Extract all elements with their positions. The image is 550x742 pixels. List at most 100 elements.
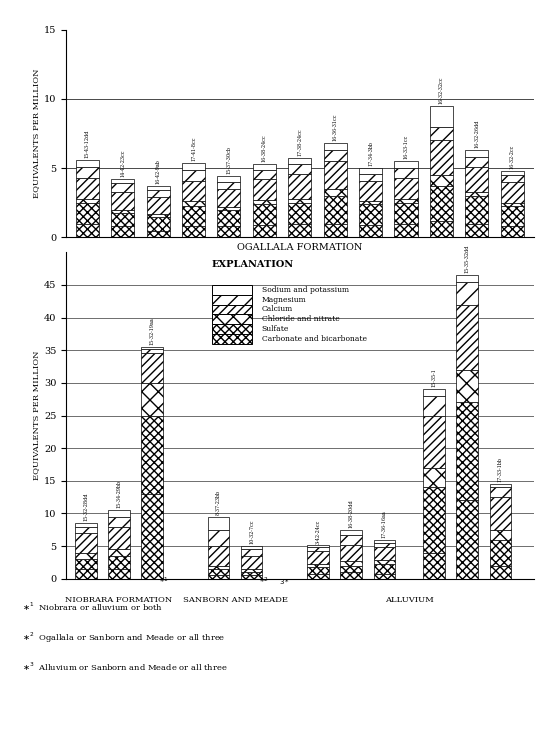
Bar (394, 199, 417, 203)
Text: EXPLANATION: EXPLANATION (212, 260, 294, 269)
Bar (241, 572, 262, 576)
Text: 16-38-20dd: 16-38-20dd (349, 499, 354, 528)
Text: $*^2$: $*^2$ (258, 578, 268, 586)
Text: 3-42-24cc: 3-42-24cc (316, 519, 321, 543)
Text: Sodium and potassium: Sodium and potassium (262, 286, 349, 294)
Text: $\ast^1$  Niobrara or alluvium or both: $\ast^1$ Niobrara or alluvium or both (22, 601, 163, 614)
Bar (424, 467, 445, 487)
Bar (307, 548, 329, 551)
Bar (500, 206, 524, 226)
Bar (108, 527, 130, 549)
Bar (212, 295, 252, 304)
Bar (490, 565, 511, 579)
Bar (241, 556, 262, 569)
Bar (208, 516, 229, 530)
Text: NIOBRARA FORMATION: NIOBRARA FORMATION (65, 596, 173, 603)
Bar (141, 347, 163, 349)
Bar (208, 576, 229, 579)
Bar (182, 226, 205, 237)
Bar (217, 182, 240, 189)
Bar (424, 487, 445, 553)
Text: 16-32-32cc: 16-32-32cc (439, 76, 444, 104)
Bar (430, 186, 453, 221)
Text: SANBORN AND MEADE: SANBORN AND MEADE (183, 596, 288, 603)
Bar (75, 527, 97, 533)
Text: Magnesium: Magnesium (262, 295, 306, 303)
Bar (111, 180, 134, 183)
Text: 8-37-23bb: 8-37-23bb (216, 490, 221, 515)
Bar (241, 549, 262, 556)
Bar (76, 223, 99, 237)
Text: 14-42-23cc: 14-42-23cc (120, 150, 125, 177)
Bar (323, 189, 346, 196)
Bar (424, 396, 445, 416)
Bar (307, 567, 329, 574)
Bar (394, 203, 417, 223)
Bar (288, 159, 311, 164)
Bar (108, 549, 130, 556)
Bar (373, 548, 395, 560)
Bar (141, 383, 163, 416)
Bar (217, 177, 240, 182)
Bar (253, 204, 276, 225)
Text: 17-34-3bb: 17-34-3bb (368, 141, 373, 166)
Y-axis label: EQUIVALENTS PER MILLION: EQUIVALENTS PER MILLION (32, 351, 40, 480)
Bar (146, 191, 169, 197)
Bar (108, 569, 130, 579)
Bar (253, 170, 276, 180)
Bar (76, 199, 99, 203)
Bar (108, 556, 130, 569)
Bar (288, 164, 311, 174)
Bar (111, 183, 134, 191)
Bar (76, 203, 99, 223)
Text: 16-33-1cc: 16-33-1cc (404, 135, 409, 160)
Bar (340, 535, 362, 545)
Text: 16-32-2cc: 16-32-2cc (510, 145, 515, 169)
Bar (430, 140, 453, 175)
Bar (340, 572, 362, 579)
Bar (241, 569, 262, 572)
Bar (465, 191, 488, 196)
Bar (394, 161, 417, 168)
Bar (465, 223, 488, 237)
Bar (212, 315, 252, 324)
X-axis label: OGALLALA FORMATION: OGALLALA FORMATION (237, 243, 362, 252)
Text: $\ast^2$  Ogallala or Sanborn and Meade or all three: $\ast^2$ Ogallala or Sanborn and Meade o… (22, 631, 226, 645)
Bar (394, 168, 417, 178)
Bar (307, 574, 329, 579)
Bar (208, 546, 229, 565)
Bar (307, 564, 329, 567)
Bar (111, 191, 134, 210)
Bar (424, 416, 445, 467)
Bar (359, 168, 382, 174)
Bar (456, 402, 478, 500)
Bar (456, 370, 478, 402)
Bar (323, 223, 346, 237)
Bar (75, 523, 97, 527)
Bar (456, 304, 478, 370)
Bar (323, 196, 346, 223)
Bar (217, 226, 240, 237)
Bar (182, 162, 205, 170)
Bar (253, 164, 276, 170)
Bar (490, 539, 511, 565)
Bar (141, 353, 163, 383)
Bar (373, 574, 395, 579)
Bar (217, 189, 240, 207)
Text: Calcium: Calcium (262, 306, 293, 313)
Bar (182, 170, 205, 180)
Bar (111, 212, 134, 226)
Bar (212, 324, 252, 334)
Text: Sulfate: Sulfate (262, 325, 289, 333)
Bar (146, 197, 169, 214)
Bar (340, 561, 362, 565)
Bar (359, 180, 382, 201)
Text: Carbonate and bicarbonate: Carbonate and bicarbonate (262, 335, 367, 343)
Bar (182, 206, 205, 226)
Text: 15-37-30cb: 15-37-30cb (227, 146, 232, 174)
Bar (359, 174, 382, 180)
Text: 15-35-1: 15-35-1 (432, 369, 437, 387)
Bar (430, 175, 453, 186)
Text: $\ast^3$  Alluvium or Sanborn and Meade or all three: $\ast^3$ Alluvium or Sanborn and Meade o… (22, 660, 228, 673)
Bar (146, 217, 169, 231)
